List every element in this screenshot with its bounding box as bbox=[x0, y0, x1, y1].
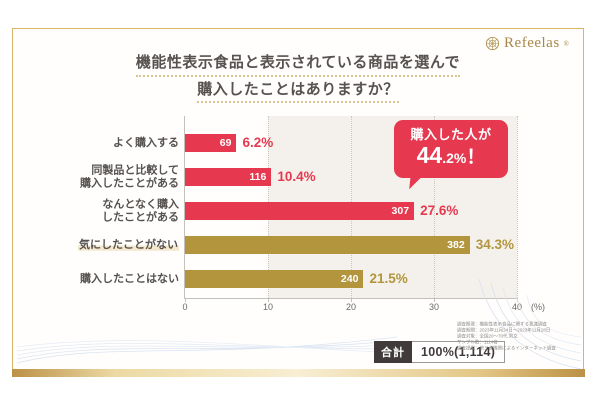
brand-logo: Refeelas ® bbox=[485, 35, 569, 52]
survey-notes: 調査概要：機能性表示食品に関する意識調査 調査期間：2023年11月24日～202… bbox=[457, 321, 587, 351]
x-axis-unit: (%) bbox=[531, 302, 545, 312]
category-label-text: 気にしたことがない bbox=[78, 238, 179, 251]
decorative-swirl-left bbox=[17, 336, 397, 364]
axis-tickmark bbox=[185, 298, 186, 302]
bar: 382 bbox=[185, 236, 470, 254]
x-tick-label: 20 bbox=[345, 302, 357, 312]
category-label: 気にしたことがない bbox=[29, 238, 179, 252]
bar-percent-label: 6.2% bbox=[242, 135, 274, 150]
axis-tickmark bbox=[268, 298, 269, 302]
x-tick-label: 30 bbox=[428, 302, 440, 312]
category-label-text: よく購入する bbox=[113, 136, 179, 149]
callout-value: 44.2%！ bbox=[416, 142, 486, 168]
x-tick-label: 0 bbox=[182, 302, 188, 312]
bar-percent-label: 34.3% bbox=[475, 237, 514, 252]
axis-tickmark bbox=[434, 298, 435, 302]
bar-count-label: 116 bbox=[249, 171, 267, 183]
plot-area: 0 10 20 30 40 (%) 69 6.2% 116 10.4% 307 27.6% 382 34.… bbox=[182, 116, 545, 312]
bar: 307 bbox=[185, 202, 415, 220]
category-labels: よく購入する 同製品と比較して 購入したことがある なんとなく購入 したことがある 気にし… bbox=[29, 116, 179, 298]
registered-mark: ® bbox=[563, 39, 569, 48]
bar: 240 bbox=[185, 270, 364, 288]
x-tick-label: 10 bbox=[262, 302, 274, 312]
card-frame: Refeelas ® 機能性表示食品と表示されている商品を選んで 購入したことは… bbox=[11, 28, 587, 377]
bar-percent-label: 10.4% bbox=[277, 169, 316, 184]
bar: 69 bbox=[185, 134, 237, 152]
chart-title-line2: 購入したことはありますか？ bbox=[197, 80, 399, 103]
category-label: 同製品と比較して 購入したことがある bbox=[29, 165, 179, 190]
bar-count-label: 240 bbox=[340, 273, 359, 285]
category-label-text: 購入したことはない bbox=[80, 272, 179, 285]
bar-percent-label: 27.6% bbox=[420, 203, 459, 218]
callout-text: 購入した人が bbox=[410, 127, 492, 142]
x-tick-label: 40 bbox=[511, 302, 523, 312]
callout-tail bbox=[409, 173, 424, 191]
bar-percent-label: 21.5% bbox=[369, 271, 408, 286]
bar: 116 bbox=[185, 168, 272, 186]
category-label-text: 同製品と比較して bbox=[91, 164, 179, 177]
category-label: よく購入する bbox=[29, 137, 179, 150]
category-label-text: したことがある bbox=[102, 211, 179, 223]
survey-note: 調査提供：第三者機関によるインターネット調査 bbox=[457, 345, 556, 351]
bar-count-label: 69 bbox=[219, 137, 232, 149]
bar-count-label: 307 bbox=[391, 205, 410, 217]
category-label-text: 購入したことがある bbox=[80, 177, 179, 189]
category-label: 購入したことはない bbox=[29, 273, 179, 286]
gridline bbox=[517, 116, 518, 298]
gold-bottom-bar bbox=[11, 368, 585, 377]
total-label: 合計 bbox=[374, 341, 412, 363]
bar-count-label: 382 bbox=[447, 239, 465, 251]
axis-tickmark bbox=[351, 298, 352, 302]
rosette-icon bbox=[485, 36, 500, 51]
category-label: なんとなく購入 したことがある bbox=[29, 199, 179, 224]
chart-title-line1: 機能性表示食品と表示されている商品を選んで bbox=[135, 53, 461, 77]
survey-note: サンプル数：1114名 bbox=[457, 339, 498, 345]
callout-bubble: 購入した人が 44.2%！ bbox=[394, 120, 508, 191]
category-label-text: なんとなく購入 bbox=[102, 198, 179, 211]
gridline bbox=[434, 116, 435, 298]
brand-name: Refeelas bbox=[504, 35, 560, 51]
chart-title: 機能性表示食品と表示されている商品を選んで 購入したことはありますか？ bbox=[13, 53, 583, 103]
